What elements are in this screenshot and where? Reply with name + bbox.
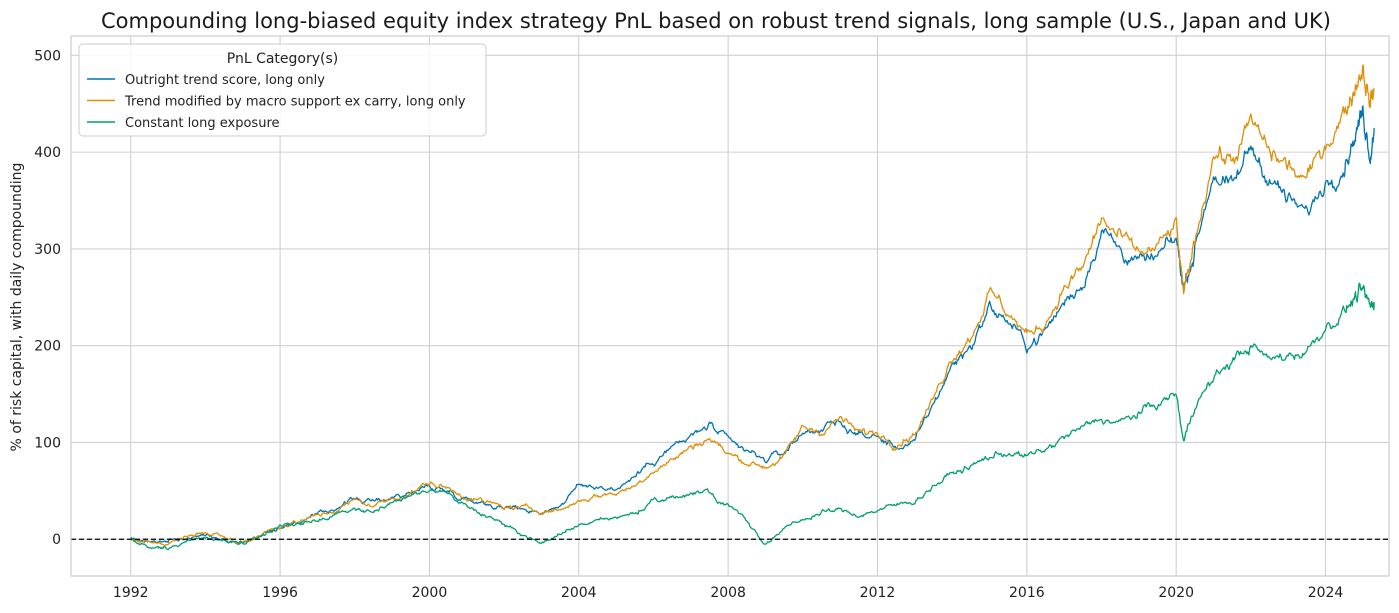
series-line xyxy=(130,105,1375,545)
legend-title: PnL Category(s) xyxy=(227,51,339,67)
x-tick-label: 2008 xyxy=(710,585,746,601)
x-tick-label: 2020 xyxy=(1158,585,1194,601)
x-tick-label: 2012 xyxy=(860,585,896,601)
plot-area: 1992 1996 2000 2004 2008 2012 2016 2020 2024 0 100… xyxy=(34,35,1390,601)
series-line xyxy=(130,64,1375,547)
y-tick-label: 400 xyxy=(34,145,61,161)
x-tick-label: 2024 xyxy=(1308,585,1344,601)
x-tick-label: 1992 xyxy=(113,585,149,601)
y-tick-label: 200 xyxy=(34,339,61,355)
y-tick-label: 100 xyxy=(34,435,61,451)
y-tick-label: 0 xyxy=(52,532,61,548)
x-tick-label: 1996 xyxy=(262,585,298,601)
legend-entry: Constant long exposure xyxy=(125,116,280,131)
legend: PnL Category(s) Outright trend score, lon… xyxy=(78,43,487,137)
legend-entry: Trend modified by macro support ex carry… xyxy=(124,95,466,110)
legend-box xyxy=(78,43,487,137)
x-tick-label: 2004 xyxy=(561,585,597,601)
x-tick-label: 2016 xyxy=(1009,585,1045,601)
plot-frame xyxy=(70,35,1390,577)
y-axis-title: % of risk capital, with daily compoundin… xyxy=(9,163,25,452)
x-tick-label: 2000 xyxy=(412,585,448,601)
y-tick-label: 300 xyxy=(34,242,61,258)
legend-entry: Outright trend score, long only xyxy=(125,73,325,88)
y-tick-label: 500 xyxy=(34,48,61,64)
chart-title: Compounding long-biased equity index str… xyxy=(101,9,1331,33)
series-line xyxy=(130,282,1375,551)
